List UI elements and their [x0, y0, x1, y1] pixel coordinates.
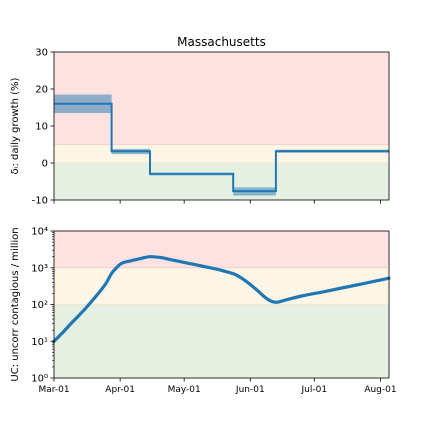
y-tick-label: 0: [42, 159, 48, 170]
growth-step-path: [54, 102, 389, 193]
zone-green: [54, 304, 389, 378]
growth-panel: -10 0 10 20 30 Massachusetts δᵢ: daily growt…: [10, 35, 390, 207]
x-tick-label: Aug-01: [364, 385, 396, 395]
y-tick-label: 10⁴: [31, 227, 48, 238]
growth-zones: [54, 52, 389, 200]
contagious-y-axis-label: UC: uncorr contagious / million: [10, 227, 21, 381]
contagious-zones: [54, 231, 389, 378]
y-tick-label: -10: [32, 196, 48, 207]
y-tick-label: 10³: [31, 263, 48, 274]
contagious-x-ticks: Mar-01 Apr-01 May-01 Jun-01 Jul-01 Aug-01: [38, 378, 397, 395]
y-tick-label: 20: [35, 85, 48, 96]
x-tick-label: May-01: [168, 385, 201, 395]
growth-step-line: [54, 102, 389, 193]
zone-yellow: [54, 144, 389, 163]
contagious-y-ticks: 10⁰ 10¹ 10² 10³ 10⁴: [31, 227, 54, 385]
zone-red: [54, 231, 389, 268]
growth-x-ticks: [53, 200, 381, 204]
y-tick-label: 10⁰: [31, 374, 48, 385]
x-tick-label: Jul-01: [301, 385, 328, 395]
y-tick-label: 10¹: [31, 337, 48, 348]
contagious-panel: 10⁰ 10¹ 10² 10³ 10⁴ Mar-01 Apr-01 May-01 Jun-01…: [10, 227, 397, 396]
x-tick-label: Jun-01: [235, 385, 265, 395]
x-tick-label: Mar-01: [38, 385, 69, 395]
y-tick-label: 30: [35, 48, 48, 59]
x-tick-label: Apr-01: [105, 385, 135, 395]
contagious-curve-path: [52, 255, 391, 343]
chart-title: Massachusetts: [177, 35, 266, 49]
contagious-curve: [52, 255, 391, 343]
y-tick-label: 10: [35, 122, 48, 133]
zone-green: [54, 163, 389, 200]
growth-y-ticks: -10 0 10 20 30: [32, 48, 54, 207]
growth-y-axis-label: δᵢ: daily growth (%): [10, 77, 21, 174]
y-tick-label: 10²: [31, 300, 48, 311]
